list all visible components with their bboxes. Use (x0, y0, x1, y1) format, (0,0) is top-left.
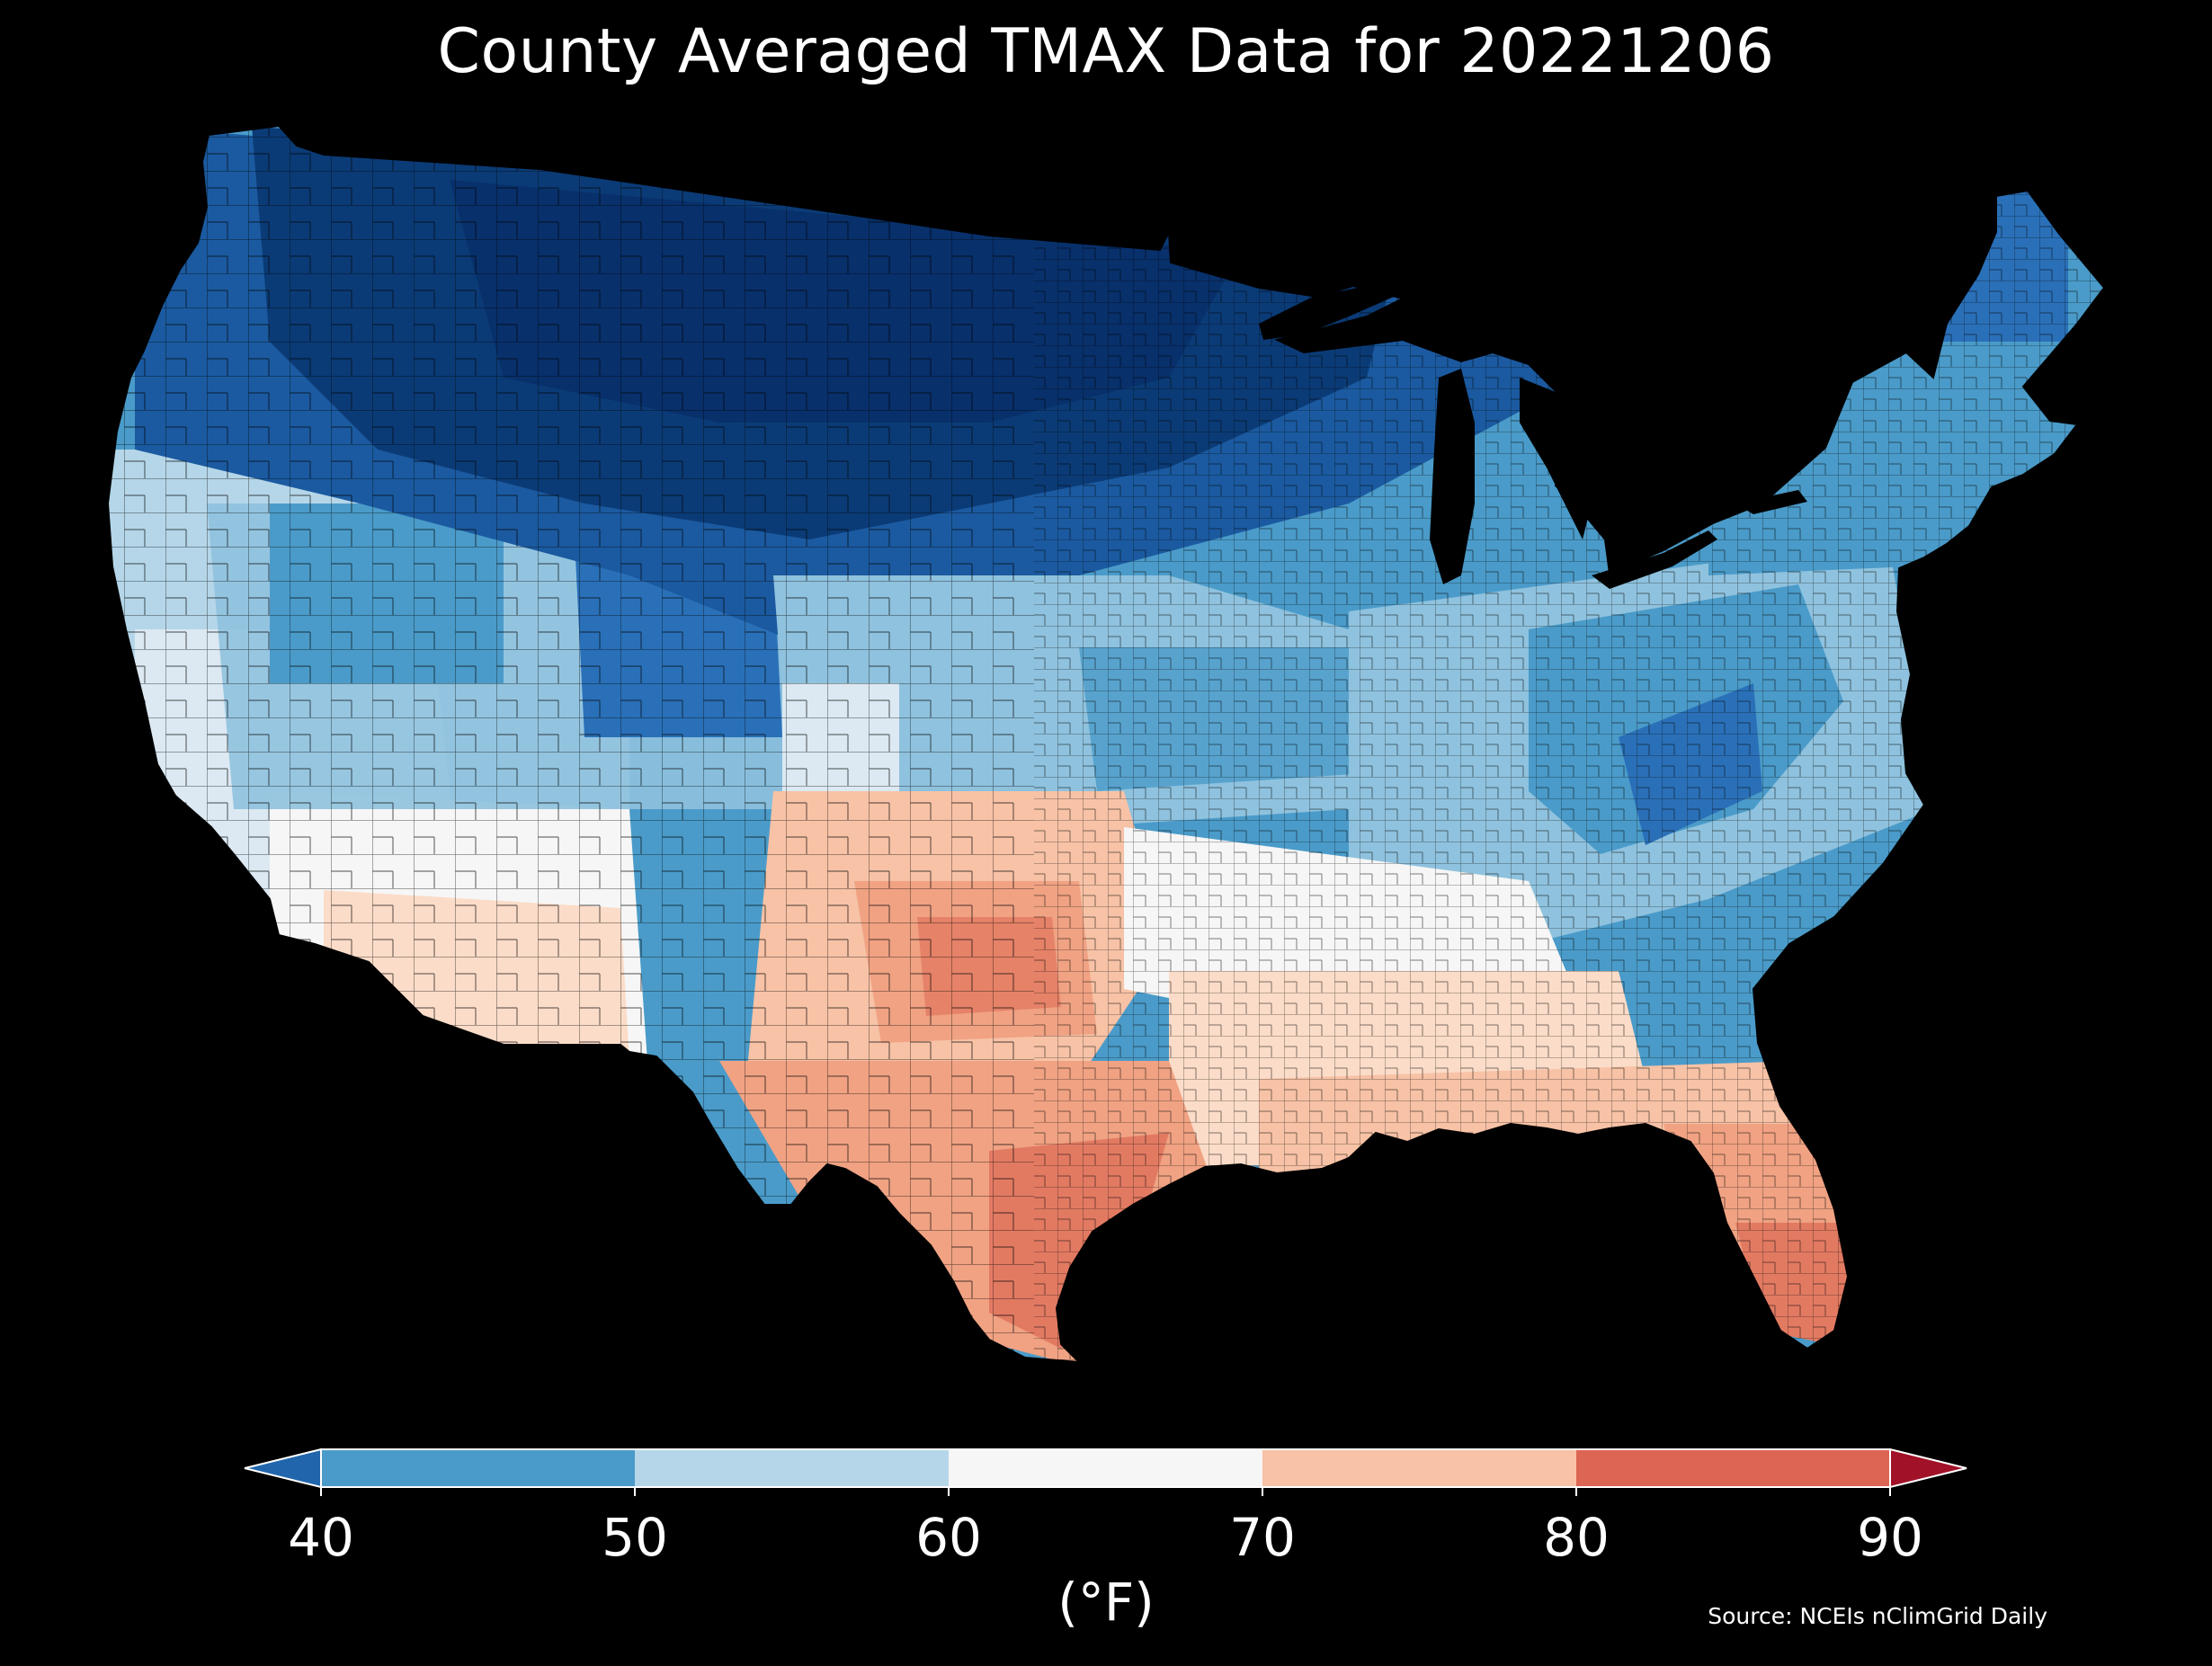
map-title: County Averaged TMAX Data for 20221206 (437, 16, 1775, 87)
colorbar-tick-label: 40 (288, 1507, 354, 1568)
colorbar-tick-label: 90 (1857, 1507, 1923, 1568)
source-credit: Source: NCEIs nClimGrid Daily (1708, 1603, 2047, 1629)
colorbar-extend-high (1889, 1448, 1967, 1489)
colorbar-bin (635, 1449, 949, 1487)
lake-ontario (1735, 490, 1807, 514)
choropleth-map (107, 125, 2105, 1363)
colorbar-bin (1262, 1449, 1576, 1487)
colorbar-bin (1576, 1449, 1890, 1487)
colorbar-units-label: (°F) (1057, 1572, 1155, 1633)
colorbar-tick-label: 80 (1543, 1507, 1610, 1568)
colorbar-tick-label: 50 (602, 1507, 668, 1568)
lake-huron (1520, 378, 1601, 539)
colorbar-frame (320, 1448, 1891, 1488)
colorbar-tick-label: 70 (1229, 1507, 1296, 1568)
colorbar-bin (949, 1449, 1262, 1487)
colorbar-bin (321, 1449, 635, 1487)
lake-michigan (1430, 369, 1475, 584)
colorbar-tick-label: 60 (915, 1507, 982, 1568)
colorbar-extend-low (244, 1448, 322, 1489)
lake-erie (1592, 530, 1717, 589)
lake-superior (1259, 286, 1394, 340)
